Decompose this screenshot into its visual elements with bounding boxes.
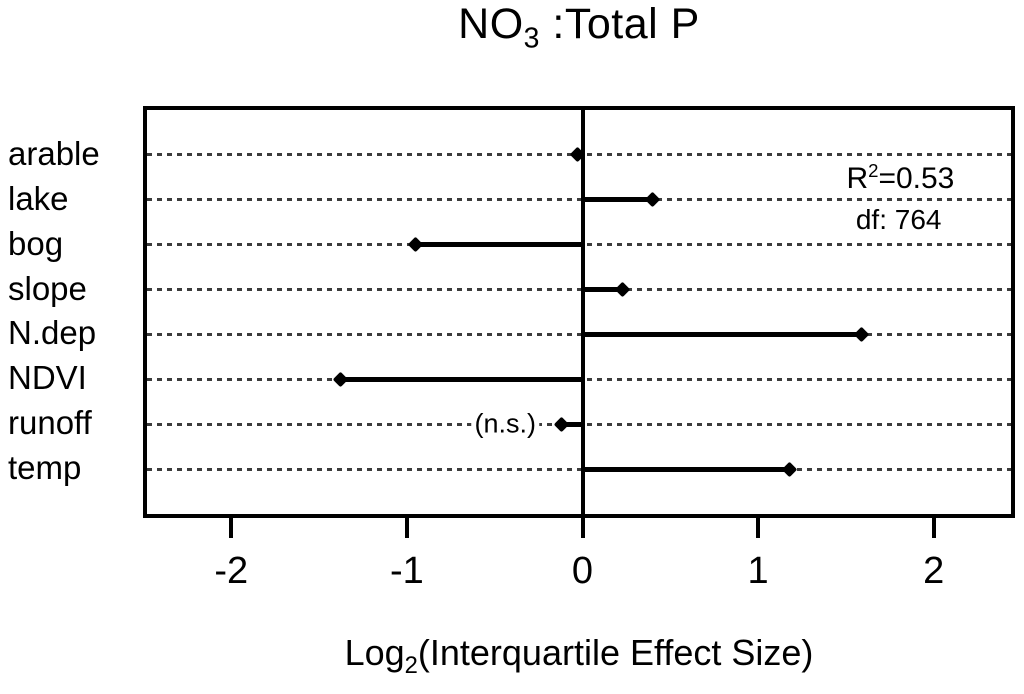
y-axis-label-N.dep: N.dep (8, 314, 97, 352)
dotted-gridline (147, 288, 1011, 292)
x-tick-label-0: 0 (571, 550, 594, 592)
lollipop-dot-slope (615, 281, 631, 298)
x-tick-label-1: 1 (747, 550, 769, 592)
x-tick-1 (756, 517, 761, 538)
zero-baseline (580, 110, 585, 514)
x-axis-tick-labels: -2 -1 0 1 2 (147, 550, 1011, 598)
y-axis-label-runoff: runoff (8, 404, 92, 442)
chart-title: NO3 :Total P (143, 0, 1015, 56)
y-axis-label-NDVI: NDVI (8, 359, 87, 397)
x-axis-ticks (147, 517, 1011, 541)
lollipop-stem-NDVI (340, 376, 583, 382)
lollipop-dot-bog (407, 236, 424, 253)
x-tick--2 (229, 517, 234, 538)
y-axis-label-temp: temp (8, 449, 82, 487)
xlabel-text-suffix: (Interquartile Effect Size) (417, 632, 814, 673)
lollipop-stem-lake (582, 197, 653, 203)
annotation-r2-text: R (846, 161, 869, 195)
dotted-gridline (147, 198, 1011, 202)
title-text: NO (458, 0, 524, 48)
y-axis-label-lake: lake (8, 180, 69, 218)
y-axis-label-bog: bog (8, 224, 64, 262)
lollipop-dot-N.dep (853, 326, 870, 343)
lollipop-stem-N.dep (582, 331, 862, 337)
lollipop-dot-NDVI (332, 371, 348, 388)
ns-label: (n.s.) (471, 408, 539, 440)
dotted-gridline (147, 332, 1011, 336)
y-axis-label-arable: arable (8, 135, 100, 173)
x-tick--1 (404, 517, 409, 538)
y-axis-labels: arable lake bog slope N.dep NDVI runoff temp (8, 110, 140, 514)
x-tick-2 (931, 517, 936, 538)
plot-area: R2=0.53 df: 764 (n.s.) (143, 106, 1015, 518)
annotation-df: df: 764 (855, 203, 942, 235)
lollipop-dot-temp (781, 461, 798, 477)
annotation-r2-value: =0.53 (878, 161, 955, 195)
lollipop-stem-runoff (561, 421, 583, 427)
lollipop-dot-lake (644, 191, 661, 208)
y-axis-label-slope: slope (8, 269, 87, 307)
lollipop-stem-bog (415, 242, 583, 248)
annotation-r2-superscript: 2 (868, 159, 879, 181)
lollipop-stem-temp (582, 466, 790, 472)
lollipop-stem-slope (582, 287, 623, 293)
x-tick-label--1: -1 (389, 550, 424, 592)
lollipop-dot-runoff (553, 416, 570, 432)
x-tick-label--2: -2 (214, 550, 249, 592)
annotation-r2: R2=0.53 (846, 160, 954, 196)
x-tick-label-2: 2 (923, 550, 945, 592)
dotted-gridline (147, 467, 1011, 471)
x-tick-0 (580, 517, 585, 538)
title-text-suffix: :Total P (539, 0, 700, 48)
x-axis-label: Log2(Interquartile Effect Size) (143, 632, 1015, 680)
xlabel-subscript: 2 (404, 652, 418, 680)
title-subscript: 3 (523, 22, 540, 55)
xlabel-text: Log (344, 632, 405, 673)
